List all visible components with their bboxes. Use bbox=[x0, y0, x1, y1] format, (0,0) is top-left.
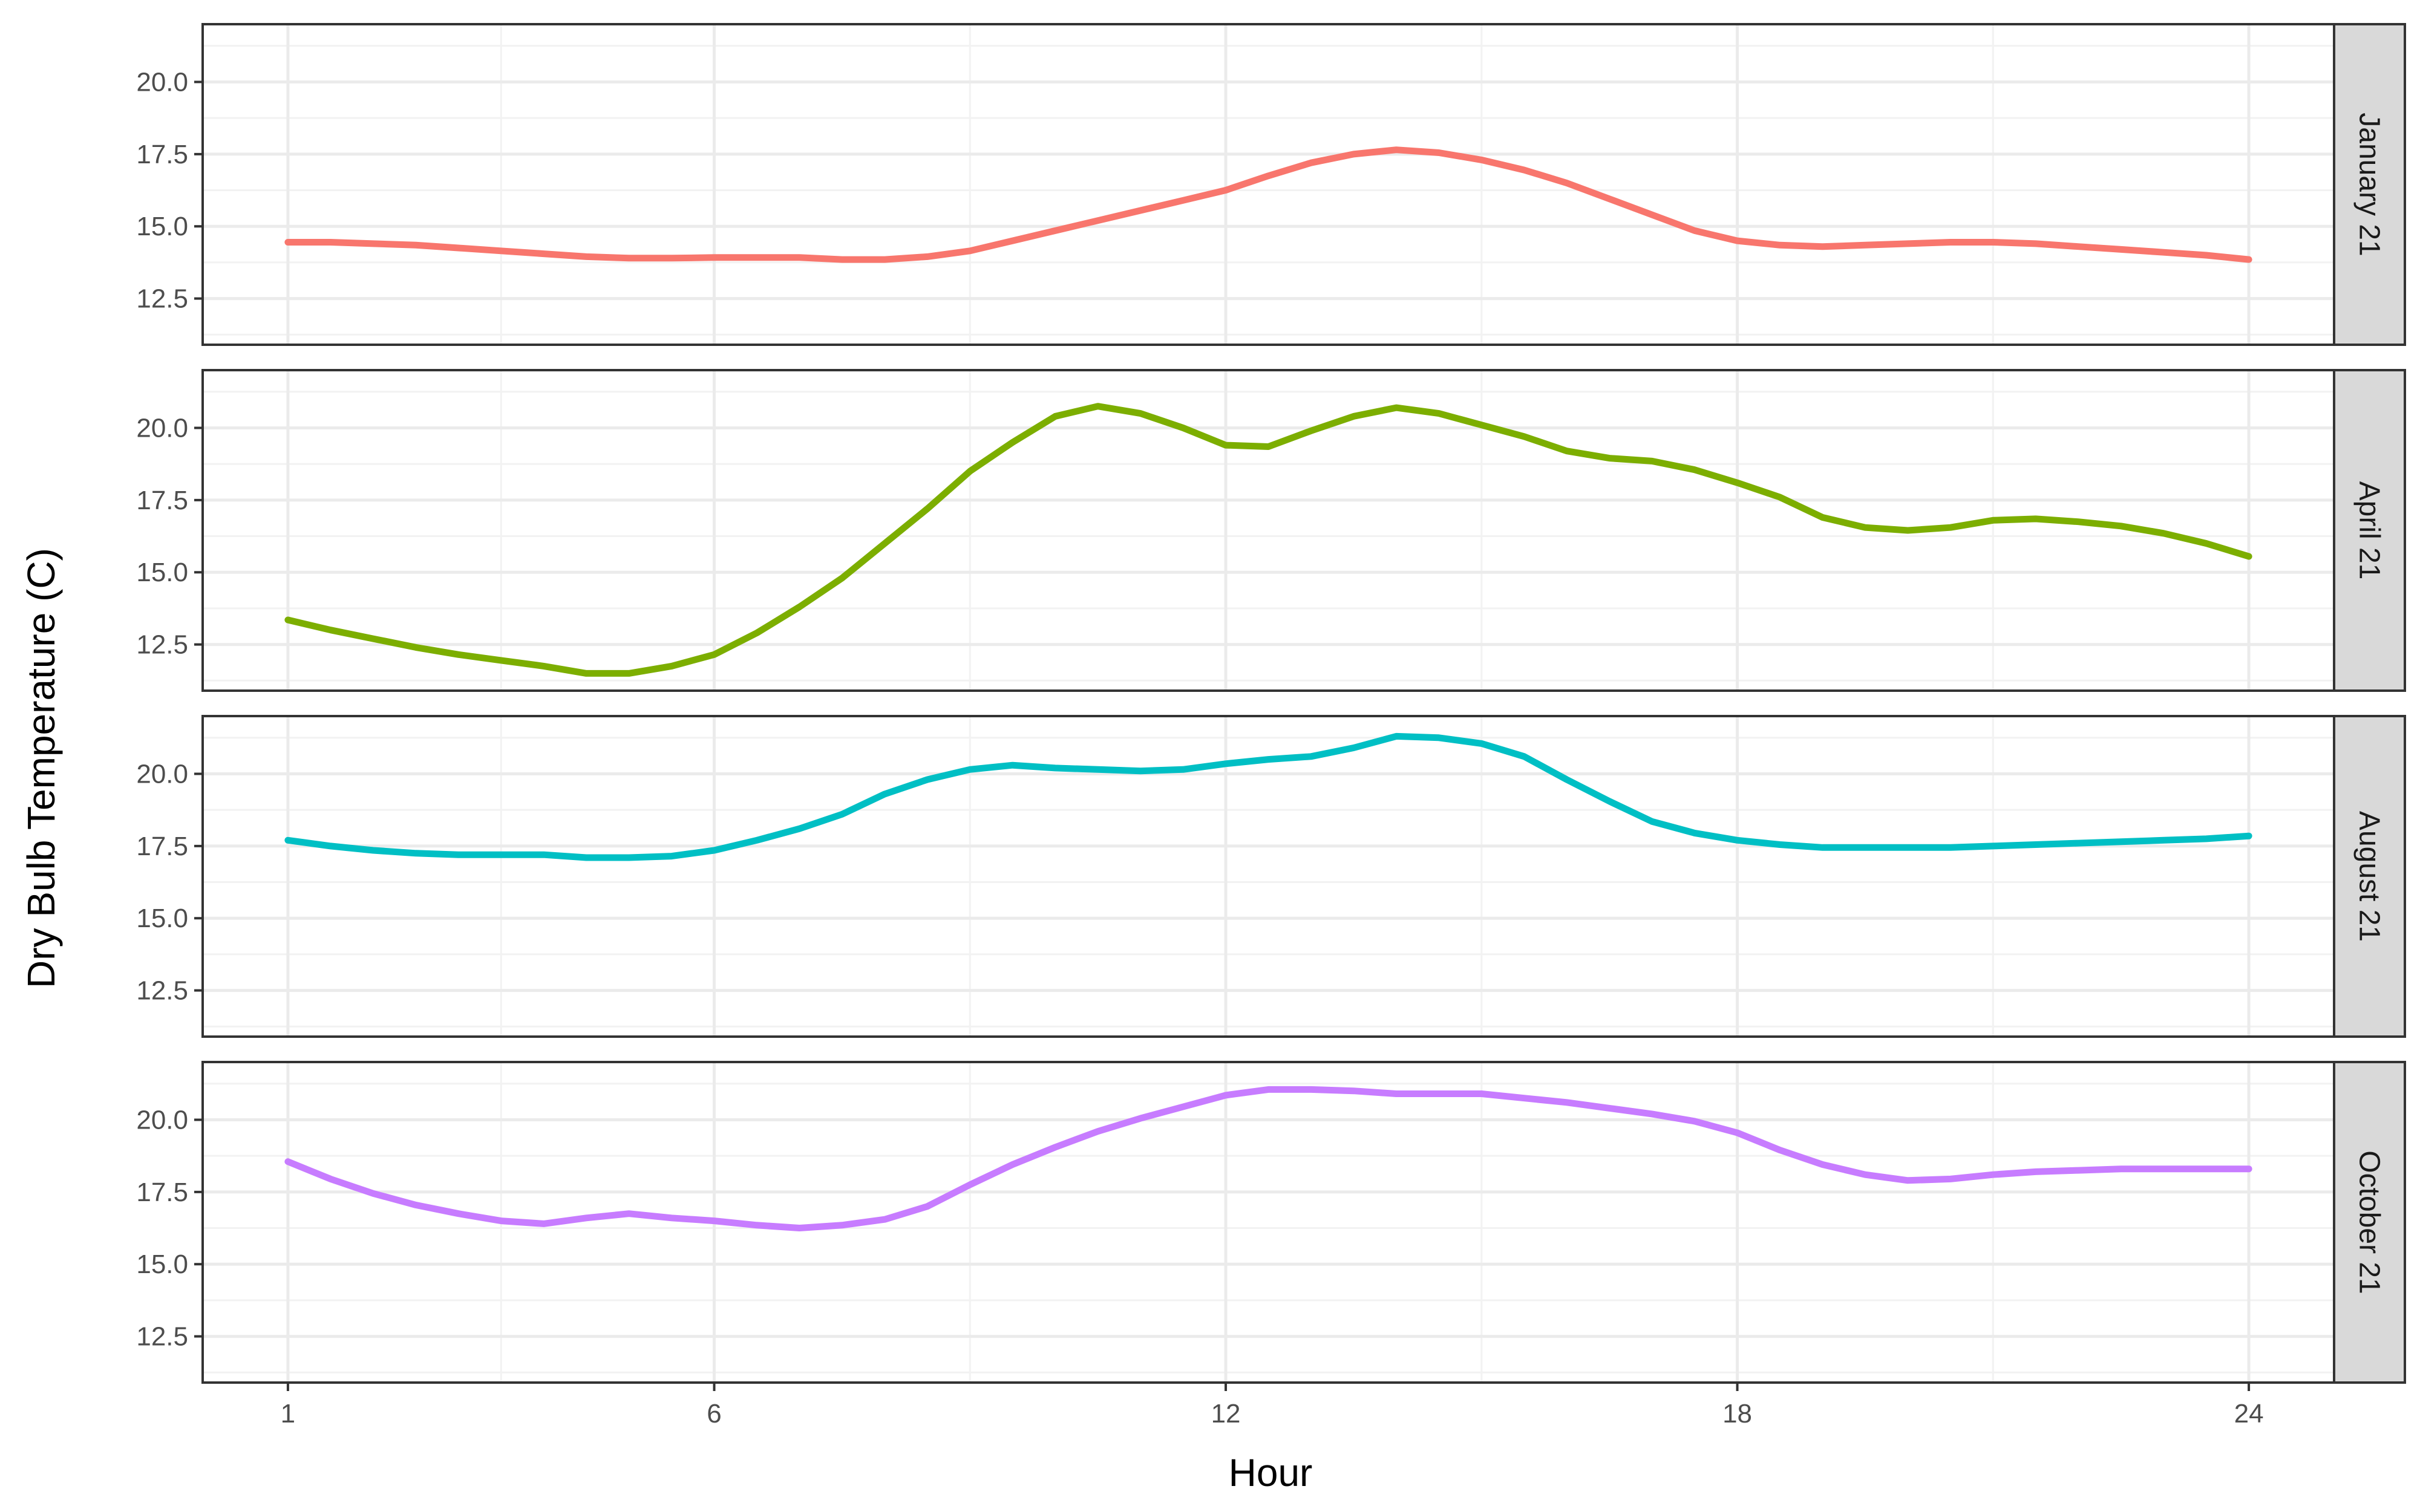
y-tick-label: 12.5 bbox=[136, 630, 188, 660]
x-axis: 1 6 12 18 24 bbox=[281, 1383, 2264, 1429]
series-line bbox=[284, 732, 2252, 861]
y-tick-label: 15.0 bbox=[136, 904, 188, 933]
y-tick-label: 12.5 bbox=[136, 976, 188, 1006]
facet-strip bbox=[2333, 715, 2406, 1038]
facet-label: August 21 bbox=[2353, 811, 2386, 942]
x-tick-label: 18 bbox=[1722, 1399, 1752, 1429]
facet-panel-2: 12.5 15.0 17.5 20.0 April 21 bbox=[136, 369, 2406, 692]
panels: 12.5 15.0 17.5 20.0 January 21 12.5 15.0 17.5 20… bbox=[136, 23, 2406, 1384]
facet-strip bbox=[2333, 1061, 2406, 1384]
facet-strip bbox=[2333, 369, 2406, 692]
y-tick-label: 12.5 bbox=[136, 1322, 188, 1352]
panel-background bbox=[203, 716, 2334, 1037]
facet-panel-1: 12.5 15.0 17.5 20.0 January 21 bbox=[136, 23, 2406, 346]
y-tick-label: 12.5 bbox=[136, 284, 188, 314]
x-tick-label: 24 bbox=[2234, 1399, 2264, 1429]
x-tick-label: 6 bbox=[707, 1399, 721, 1429]
series-line bbox=[284, 146, 2252, 263]
facet-strip bbox=[2333, 23, 2406, 346]
facet-label: October 21 bbox=[2353, 1150, 2386, 1294]
x-axis-title: Hour bbox=[1229, 1451, 1313, 1494]
y-tick-label: 20.0 bbox=[136, 67, 188, 97]
y-tick-label: 20.0 bbox=[136, 413, 188, 443]
panel-background bbox=[203, 370, 2334, 691]
facet-label: January 21 bbox=[2353, 112, 2386, 256]
x-tick-label: 12 bbox=[1211, 1399, 1241, 1429]
y-tick-label: 15.0 bbox=[136, 558, 188, 587]
y-tick-label: 17.5 bbox=[136, 832, 188, 861]
y-tick-label: 20.0 bbox=[136, 1105, 188, 1135]
y-tick-label: 15.0 bbox=[136, 1250, 188, 1279]
y-axis-title: Dry Bulb Temperature (C) bbox=[19, 548, 63, 988]
y-tick-label: 17.5 bbox=[136, 486, 188, 515]
facet-label: April 21 bbox=[2353, 481, 2386, 580]
y-tick-label: 17.5 bbox=[136, 1178, 188, 1207]
series-line bbox=[284, 403, 2252, 677]
y-tick-label: 17.5 bbox=[136, 140, 188, 169]
series-line bbox=[284, 1086, 2252, 1231]
facet-panel-3: 12.5 15.0 17.5 20.0 August 21 bbox=[136, 715, 2406, 1038]
y-tick-label: 20.0 bbox=[136, 759, 188, 789]
facet-panel-4: 12.5 15.0 17.5 20.0 October 21 bbox=[136, 1061, 2406, 1384]
x-tick-label: 1 bbox=[281, 1399, 295, 1429]
panel-background bbox=[203, 24, 2334, 345]
y-tick-label: 15.0 bbox=[136, 212, 188, 241]
